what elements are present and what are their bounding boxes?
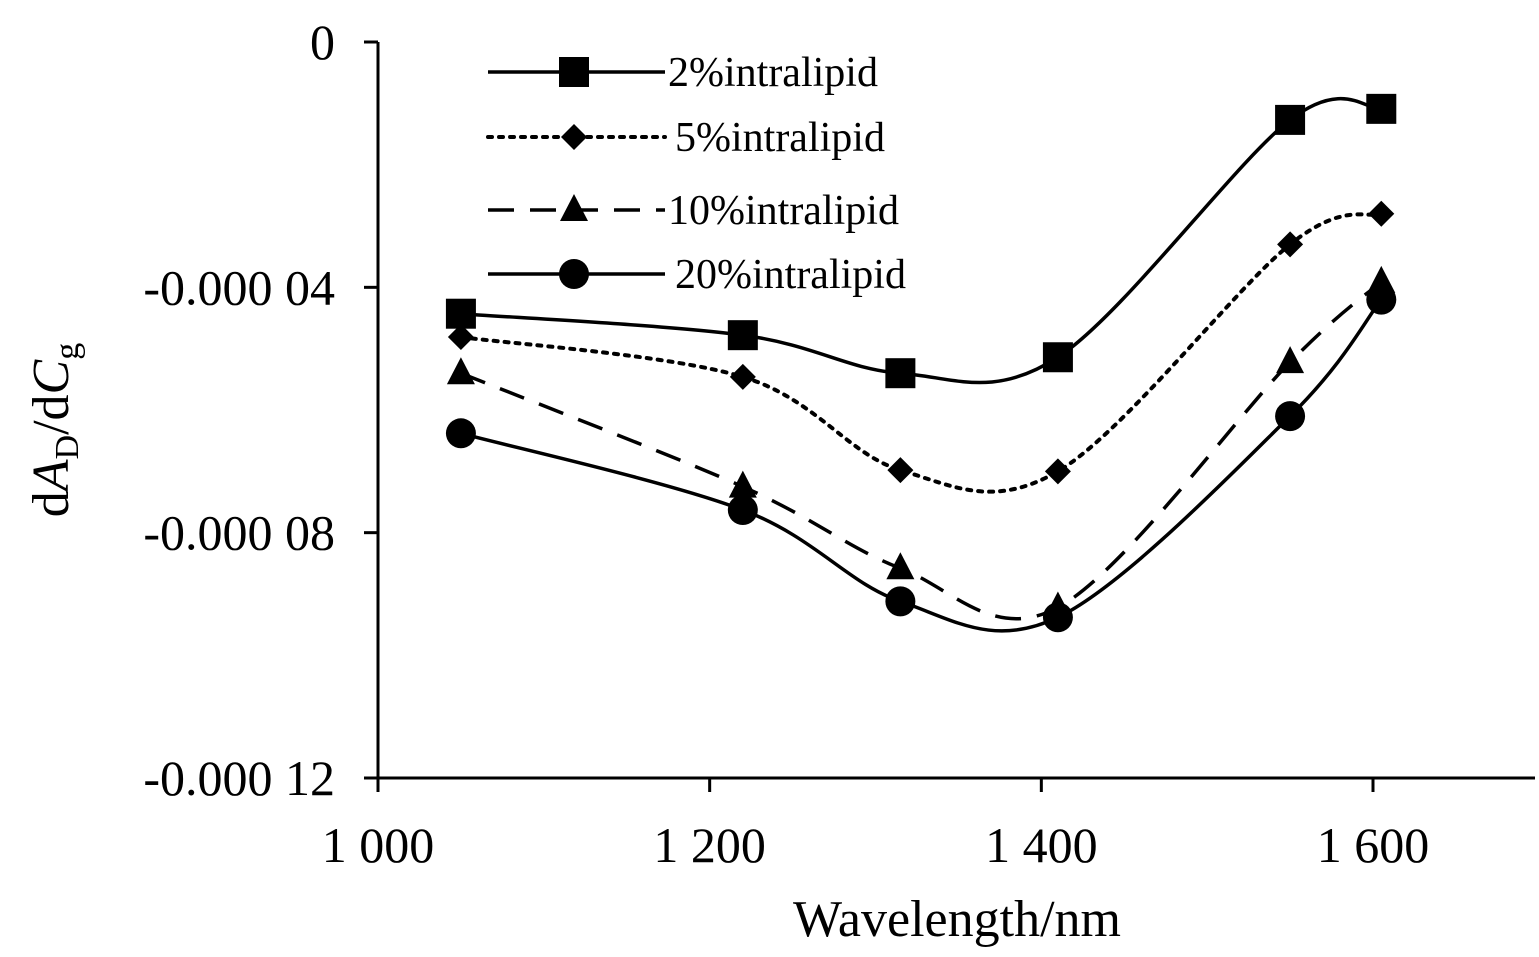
data-point-square <box>1366 93 1397 124</box>
series-20%intralipid <box>445 284 1397 633</box>
data-point-square <box>1042 342 1073 373</box>
data-point-square <box>445 298 476 329</box>
x-tick-label: 1 400 <box>985 817 1098 873</box>
data-point-triangle <box>728 470 757 498</box>
series-line <box>460 298 1383 633</box>
data-point-circle <box>1042 602 1073 633</box>
legend-marker-triangle <box>560 194 588 221</box>
legend-item: 20%intralipid <box>488 252 906 298</box>
data-point-triangle <box>446 357 475 385</box>
data-point-square <box>727 320 758 351</box>
x-axis-title: Wavelength/nm <box>793 891 1121 948</box>
legend-label: 20%intralipid <box>675 252 906 298</box>
y-tick-label: 0 <box>310 14 335 70</box>
x-tick-label: 1 000 <box>322 817 435 873</box>
series-line <box>460 96 1382 385</box>
y-tick-label: -0.000 04 <box>143 259 335 315</box>
data-point-triangle <box>1276 346 1305 374</box>
data-point-circle <box>1275 401 1306 432</box>
data-point-square <box>885 358 916 389</box>
series-10%intralipid <box>446 265 1396 621</box>
series-line <box>458 211 1384 494</box>
legend-marker-circle <box>559 259 589 289</box>
series-lines <box>445 93 1397 633</box>
legend-item: 5%intralipid <box>486 115 885 161</box>
legend-item: 10%intralipid <box>488 188 899 234</box>
series-5%intralipid <box>447 200 1395 494</box>
series-2%intralipid <box>445 93 1397 389</box>
data-point-circle <box>885 586 916 617</box>
y-tick-label: -0.000 12 <box>143 750 335 806</box>
data-point-circle <box>727 494 758 525</box>
data-point-triangle <box>1367 265 1396 293</box>
series-line <box>460 280 1383 621</box>
y-tick-label: -0.000 08 <box>143 505 335 561</box>
legend-label: 5%intralipid <box>675 115 885 161</box>
data-point-diamond <box>447 324 474 351</box>
data-point-triangle <box>886 552 915 580</box>
axis-ticks: 0 -0.000 04 -0.000 08 -0.000 12 1 000 1 200 1 … <box>143 14 1429 873</box>
legend-label: 2%intralipid <box>668 50 878 96</box>
data-point-diamond <box>1044 458 1071 485</box>
y-axis-title: dAD/dCg <box>23 343 86 517</box>
x-tick-label: 1 200 <box>653 817 766 873</box>
data-point-diamond <box>1368 200 1395 227</box>
data-point-square <box>1275 104 1306 135</box>
data-point-diamond <box>887 457 914 484</box>
legend: 2%intralipid 5%intralipid 10%intralipid 20%… <box>486 50 906 298</box>
data-point-diamond <box>729 363 756 390</box>
legend-item: 2%intralipid <box>488 50 878 96</box>
legend-label: 10%intralipid <box>668 188 899 234</box>
data-point-diamond <box>1277 231 1304 258</box>
data-point-circle <box>1366 284 1397 315</box>
legend-marker-diamond <box>561 124 587 150</box>
legend-marker-square <box>559 57 589 87</box>
data-point-circle <box>445 418 476 449</box>
x-tick-label: 1 600 <box>1317 817 1430 873</box>
